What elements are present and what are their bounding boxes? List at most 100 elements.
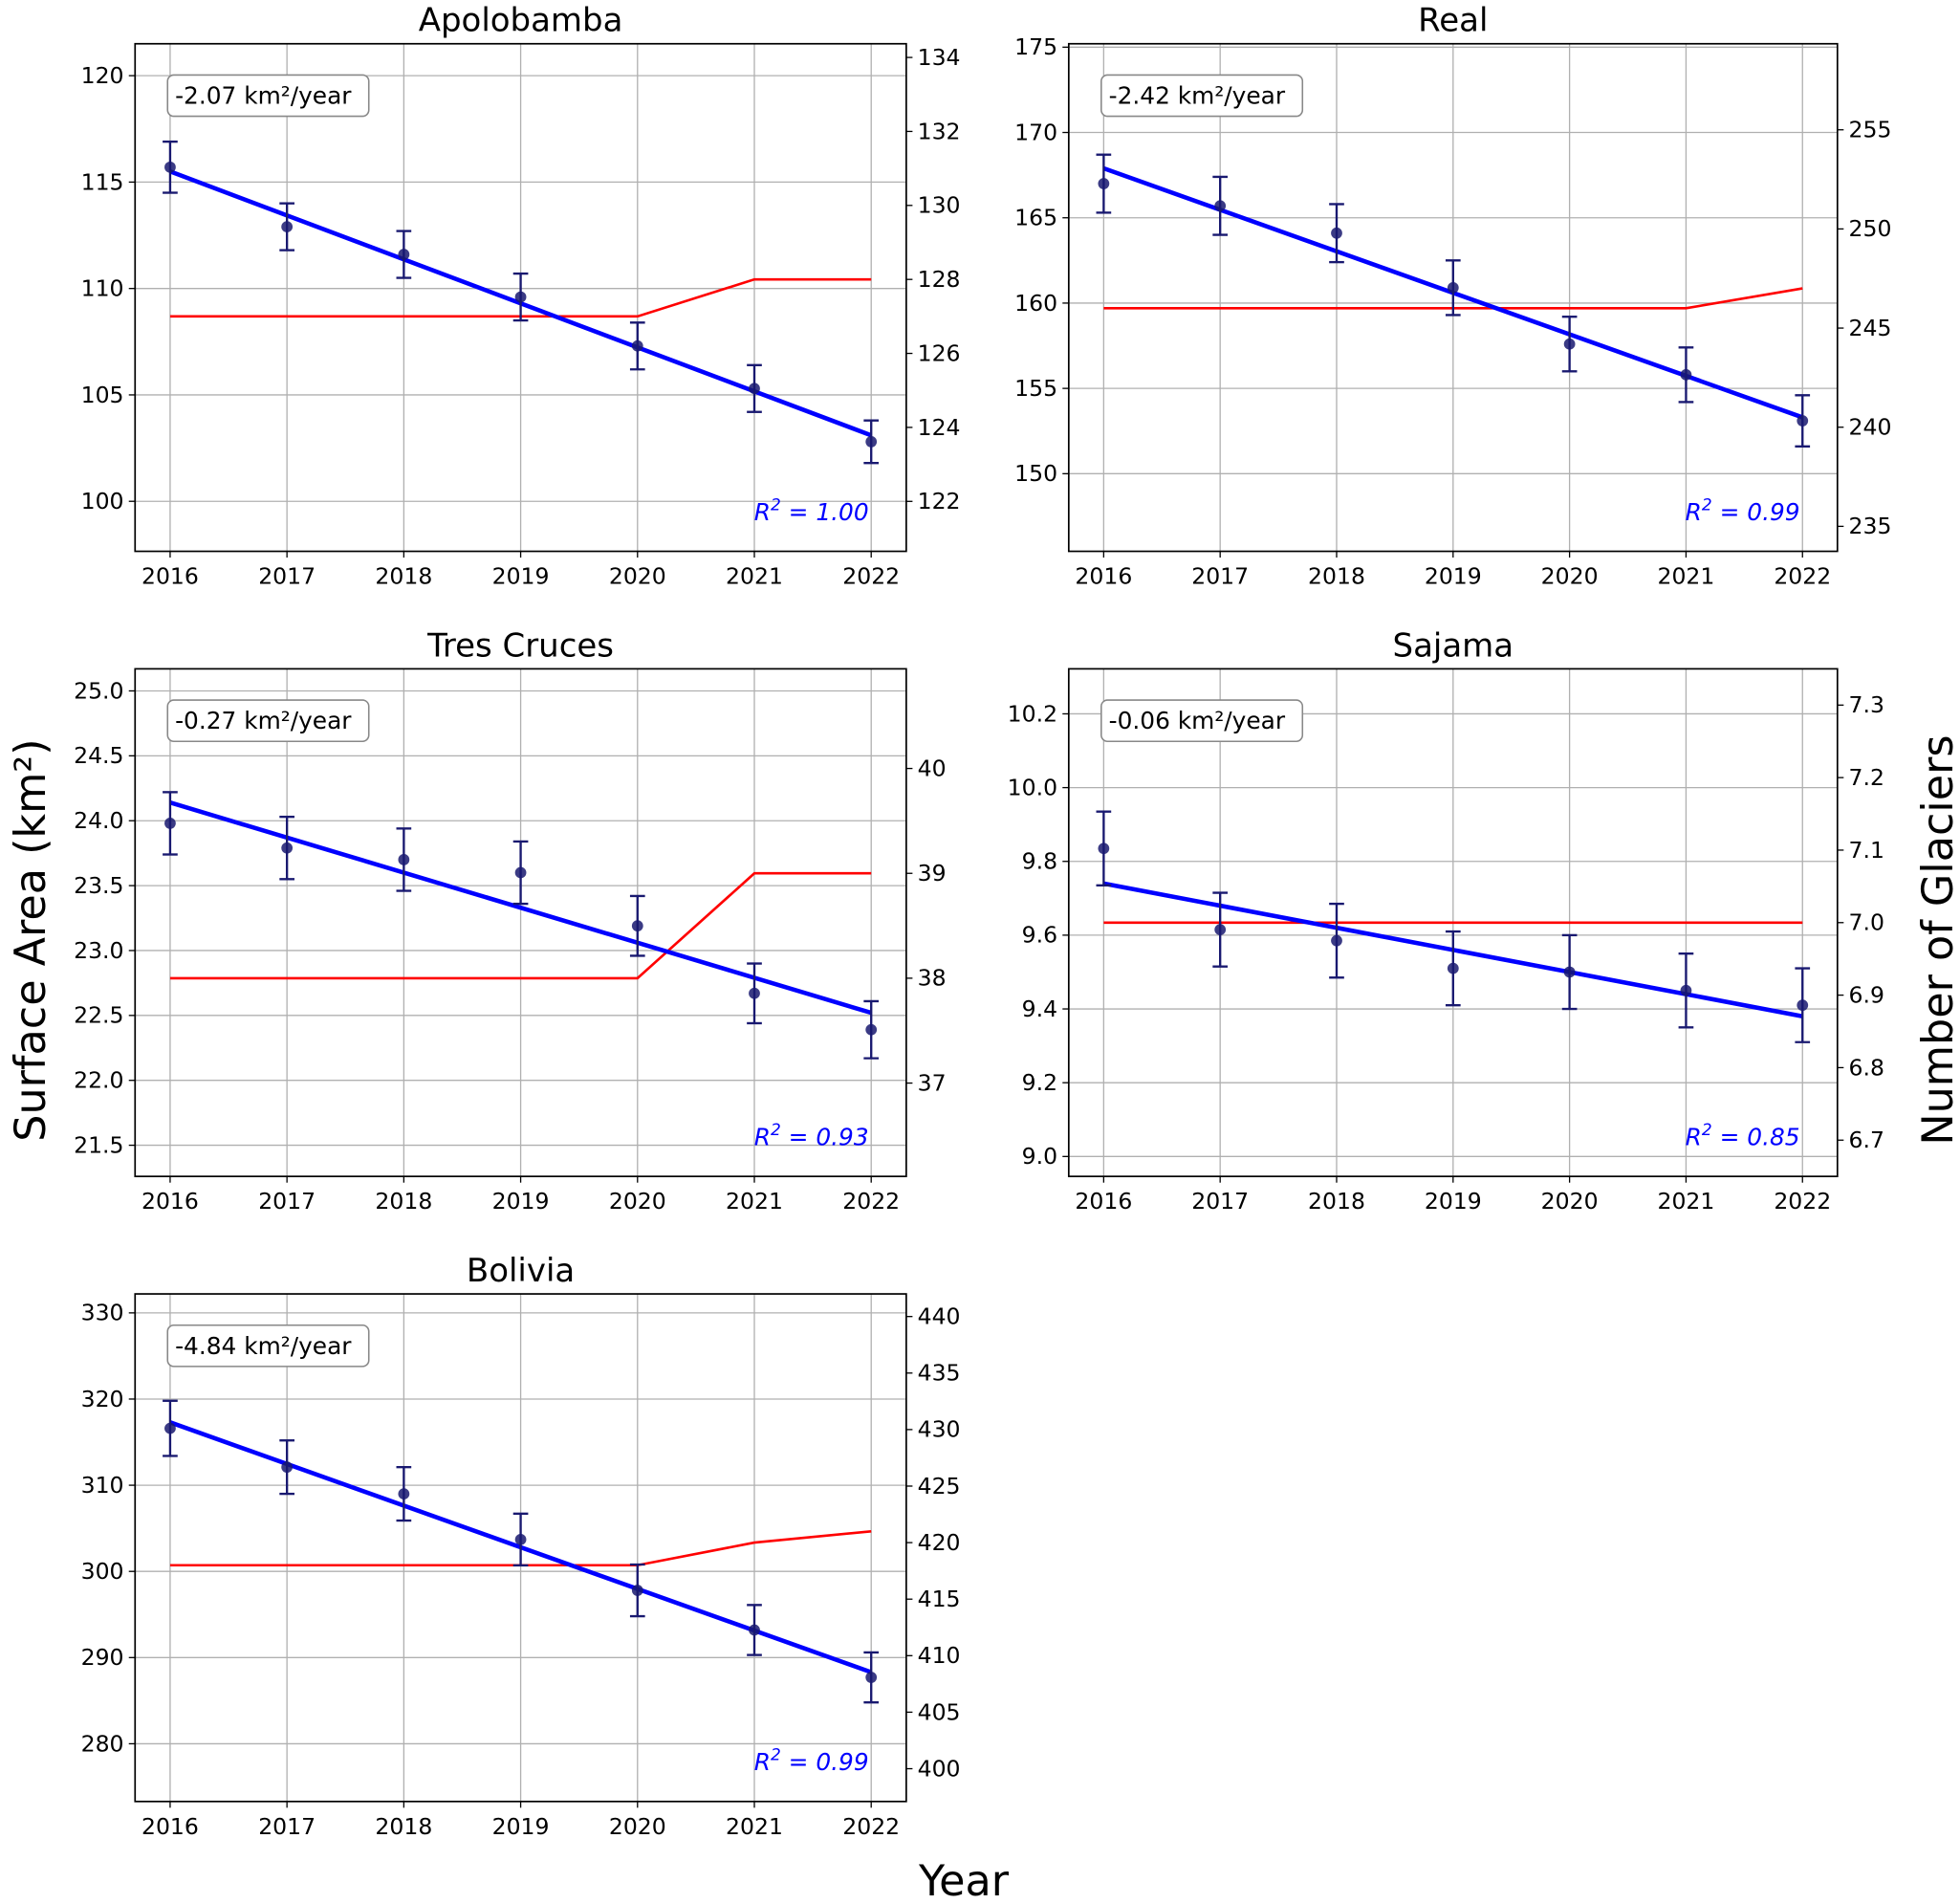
data-point: [1563, 966, 1576, 978]
y-tick-label-right: 7.3: [1849, 691, 1884, 718]
y-tick-label-left: 105: [81, 382, 124, 408]
y-tick-label-left: 320: [81, 1386, 124, 1412]
y-tick-label-right: 7.0: [1849, 909, 1884, 936]
data-point: [398, 249, 410, 260]
data-point: [631, 339, 643, 352]
y-tick-label-right: 6.9: [1849, 981, 1884, 1008]
y-tick-label-left: 9.6: [1022, 922, 1057, 949]
data-point: [1797, 415, 1809, 427]
data-point: [1331, 227, 1342, 239]
axes-frame: [1067, 667, 1839, 1178]
data-point: [631, 1585, 643, 1596]
y-tick-label-right: 126: [918, 339, 961, 366]
y-tick-label-left: 23.0: [74, 937, 123, 964]
x-tick-label: 2017: [258, 1188, 316, 1215]
y-tick-label-left: 22.5: [74, 1002, 123, 1029]
y-tick-label-left: 300: [81, 1558, 124, 1585]
y-tick-label-right: 235: [1849, 513, 1892, 539]
y-tick-label-right: 420: [918, 1529, 961, 1556]
data-point: [631, 920, 643, 932]
x-tick-label: 2018: [1308, 563, 1365, 590]
data-point: [865, 1672, 878, 1683]
data-point: [281, 221, 294, 233]
y-tick-label-right: 132: [918, 118, 961, 144]
data-point: [281, 842, 294, 854]
data-point: [1563, 338, 1576, 350]
r-squared-label: R2 = 0.99: [1686, 495, 1800, 525]
slope-label: -2.07 km²/year: [175, 82, 352, 110]
panel-sajama: 2016 2017 2018 2019 2020 2021 2022 9.0 9.2 9.4 9.6…: [1008, 626, 1884, 1215]
panel-tres-cruces: 2016 2017 2018 2019 2020 2021 2022 21.5 22.0 22.5…: [74, 626, 946, 1215]
y-tick-label-left: 165: [1014, 205, 1057, 231]
y-tick-label-left: 280: [81, 1730, 124, 1757]
y-tick-label-right: 122: [918, 488, 961, 514]
data-point: [398, 1488, 410, 1499]
x-tick-label: 2019: [1425, 563, 1482, 590]
x-tick-label: 2016: [142, 1813, 199, 1840]
x-tick-label: 2021: [726, 1813, 783, 1840]
y-tick-label-left: 9.8: [1022, 848, 1057, 875]
axes-frame: [134, 1293, 907, 1803]
data-point: [1214, 200, 1227, 212]
data-point: [398, 854, 410, 865]
panel-title: Real: [1418, 2, 1488, 40]
y-tick-label-left: 25.0: [74, 677, 123, 704]
y-tick-label-right: 400: [918, 1755, 961, 1782]
y-tick-label-left: 22.0: [74, 1067, 123, 1094]
y-tick-label-left: 9.2: [1022, 1069, 1057, 1096]
y-tick-label-left: 115: [81, 168, 124, 195]
y-axis-label-right: Number of Glaciers: [1914, 735, 1960, 1146]
y-tick-label-left: 160: [1014, 290, 1057, 317]
r-squared-label: R2 = 0.93: [754, 1121, 869, 1150]
panel-bolivia: 2016 2017 2018 2019 2020 2021 2022 280 290 300 310…: [81, 1252, 961, 1840]
x-tick-label: 2017: [258, 1813, 316, 1840]
data-point: [1447, 962, 1459, 974]
y-tick-label-left: 120: [81, 62, 124, 89]
y-tick-label-left: 290: [81, 1644, 124, 1671]
glacier-count-line: [169, 871, 872, 980]
data-point: [1331, 934, 1342, 947]
x-tick-label: 2019: [492, 1188, 550, 1215]
y-tick-label-right: 128: [918, 266, 961, 293]
x-tick-label: 2019: [492, 1813, 550, 1840]
y-tick-label-left: 21.5: [74, 1131, 123, 1158]
x-tick-label: 2018: [375, 1188, 432, 1215]
x-tick-label: 2020: [609, 563, 666, 590]
y-tick-label-left: 10.2: [1008, 700, 1057, 727]
y-tick-label-right: 425: [918, 1473, 961, 1499]
y-tick-label-right: 6.7: [1849, 1127, 1884, 1153]
r-squared-label: R2 = 0.99: [754, 1746, 869, 1776]
panel-title: Sajama: [1393, 626, 1514, 665]
x-tick-label: 2017: [1191, 563, 1249, 590]
axes-frame: [1067, 42, 1839, 553]
y-tick-label-left: 100: [81, 488, 124, 514]
y-tick-label-right: 435: [918, 1360, 961, 1387]
data-point: [1447, 281, 1459, 294]
slope-label: -2.42 km²/year: [1109, 82, 1286, 110]
panel-real: 2016 2017 2018 2019 2020 2021 2022 150 155 160 165…: [1014, 2, 1891, 590]
y-axis-label-left: Surface Area (km²): [7, 738, 55, 1141]
x-tick-label: 2018: [1308, 1188, 1365, 1215]
y-tick-label-left: 23.5: [74, 872, 123, 899]
x-tick-label: 2016: [142, 563, 199, 590]
x-tick-label: 2020: [1541, 563, 1599, 590]
x-tick-label: 2020: [1541, 1188, 1599, 1215]
slope-label: -4.84 km²/year: [175, 1332, 352, 1360]
data-point: [514, 866, 527, 879]
x-tick-label: 2022: [1774, 1188, 1831, 1215]
data-point: [1214, 924, 1227, 935]
y-tick-label-right: 440: [918, 1303, 961, 1330]
y-tick-label-left: 150: [1014, 460, 1057, 487]
x-tick-label: 2021: [726, 563, 783, 590]
x-tick-label: 2021: [1658, 563, 1715, 590]
axes-frame: [134, 42, 907, 553]
x-tick-label: 2018: [375, 1813, 432, 1840]
data-point: [281, 1461, 294, 1474]
slope-label: -0.27 km²/year: [175, 707, 352, 734]
x-tick-label: 2019: [492, 563, 550, 590]
y-tick-label-right: 7.2: [1849, 764, 1884, 791]
x-tick-label: 2016: [1075, 1188, 1132, 1215]
y-tick-label-left: 24.5: [74, 742, 123, 769]
r-squared-label: R2 = 1.00: [754, 495, 869, 525]
